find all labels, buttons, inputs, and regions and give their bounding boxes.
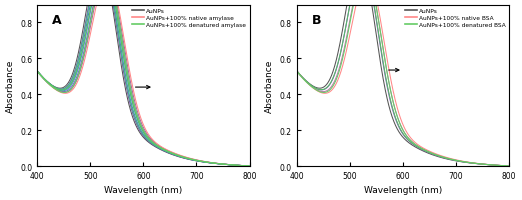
Y-axis label: Absorbance: Absorbance xyxy=(265,59,274,112)
X-axis label: Wavelength (nm): Wavelength (nm) xyxy=(364,186,442,194)
Text: B: B xyxy=(312,14,321,26)
Legend: AuNPs, AuNPs+100% native amylase, AuNPs+100% denatured amylase: AuNPs, AuNPs+100% native amylase, AuNPs+… xyxy=(132,8,247,28)
X-axis label: Wavelength (nm): Wavelength (nm) xyxy=(104,186,183,194)
Y-axis label: Absorbance: Absorbance xyxy=(6,59,15,112)
Text: A: A xyxy=(52,14,62,26)
Legend: AuNPs, AuNPs+100% native BSA, AuNPs+100% denatured BSA: AuNPs, AuNPs+100% native BSA, AuNPs+100%… xyxy=(405,8,506,28)
